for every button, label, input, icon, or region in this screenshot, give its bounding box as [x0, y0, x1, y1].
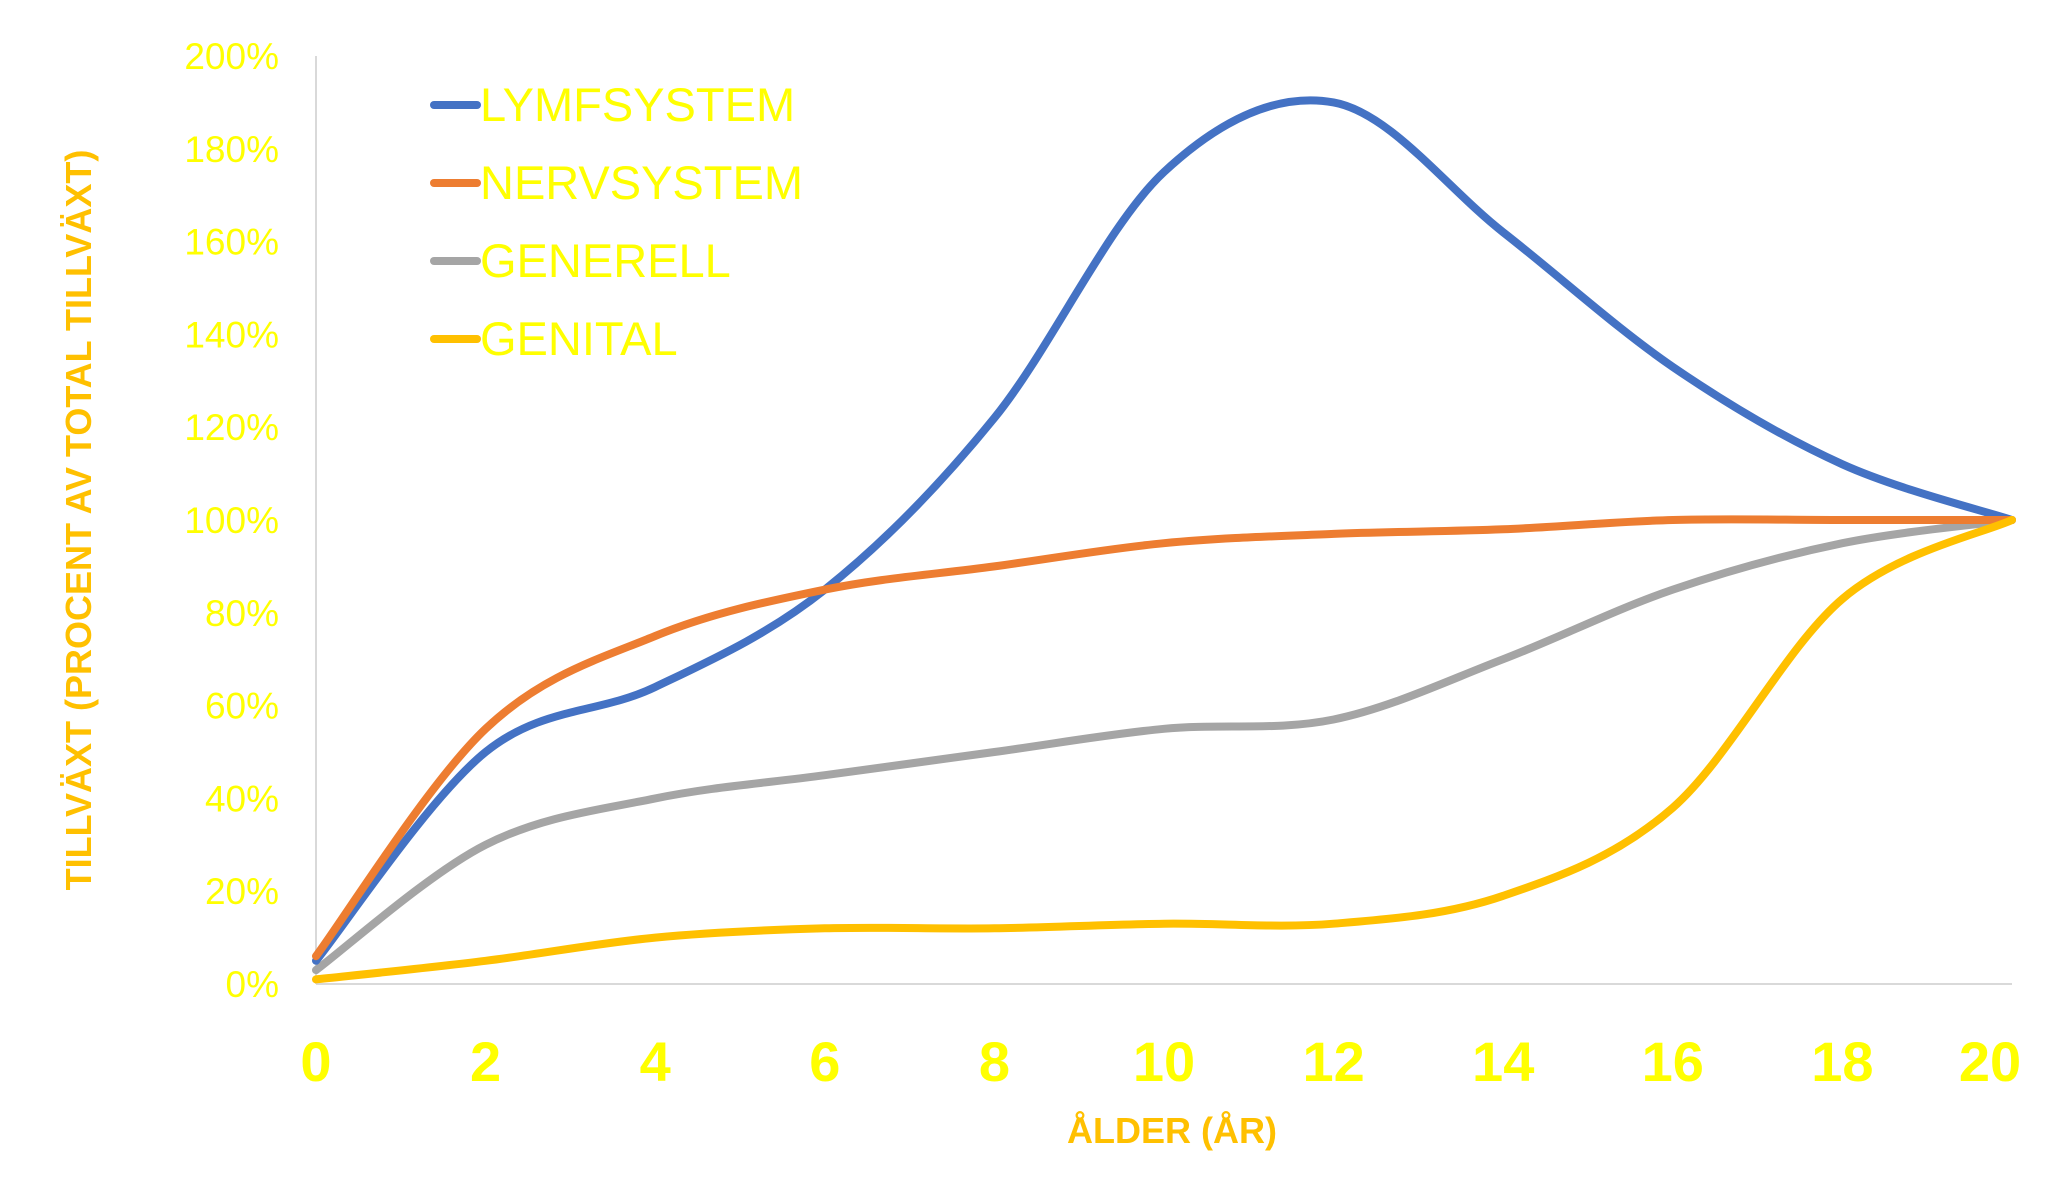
x-tick-label: 8: [979, 1030, 1010, 1093]
x-tick-label: 0: [300, 1030, 331, 1093]
y-tick-label: 160%: [184, 222, 279, 263]
x-tick-label: 10: [1133, 1030, 1195, 1093]
x-tick-label: 18: [1811, 1030, 1873, 1093]
x-axis-title: ÅLDER (ÅR): [1067, 1110, 1277, 1151]
legend-item-nervsystem: NERVSYSTEM: [430, 156, 803, 209]
x-tick-label: 16: [1642, 1030, 1704, 1093]
y-tick-label: 100%: [184, 500, 279, 541]
legend-label: LYMFSYSTEM: [480, 78, 795, 131]
y-tick-label: 120%: [184, 407, 279, 448]
legend-label: NERVSYSTEM: [480, 156, 803, 209]
y-tick-label: 200%: [184, 36, 279, 77]
y-tick-label: 80%: [205, 593, 279, 634]
y-tick-label: 40%: [205, 778, 279, 819]
legend-item-lymfsystem: LYMFSYSTEM: [430, 78, 795, 131]
y-tick-labels: 0% 20% 40% 60% 80% 100% 120% 140% 160% 180% 200%: [184, 36, 279, 1005]
x-tick-label: 6: [809, 1030, 840, 1093]
x-tick-label: 20: [1959, 1030, 2021, 1093]
series-line-genital: [312, 516, 2016, 984]
legend-item-genital: GENITAL: [430, 312, 678, 365]
y-tick-label: 0%: [226, 964, 279, 1005]
y-tick-label: 60%: [205, 686, 279, 727]
y-tick-label: 20%: [205, 871, 279, 912]
legend: LYMFSYSTEM NERVSYSTEM GENERELL GENITAL: [430, 78, 803, 365]
y-tick-label: 140%: [184, 314, 279, 355]
series-line-nervsystem: [312, 515, 2016, 961]
legend-label: GENITAL: [480, 312, 678, 365]
legend-label: GENERELL: [480, 234, 731, 287]
legend-item-generell: GENERELL: [430, 234, 731, 287]
y-tick-label: 180%: [184, 129, 279, 170]
y-axis-title: TILLVÄXT (PROCENT AV TOTAL TILLVÄXT): [58, 150, 99, 891]
series-line-lymfsystem: [312, 96, 2016, 965]
x-tick-label: 4: [640, 1030, 671, 1093]
x-tick-label: 2: [470, 1030, 501, 1093]
x-tick-label: 12: [1302, 1030, 1364, 1093]
x-tick-label: 14: [1472, 1030, 1534, 1093]
series-lines: [312, 96, 2016, 984]
x-tick-labels: 0 2 4 6 8 10 12 14 16 18 20: [300, 1030, 2021, 1093]
series-line-generell: [312, 516, 2016, 975]
